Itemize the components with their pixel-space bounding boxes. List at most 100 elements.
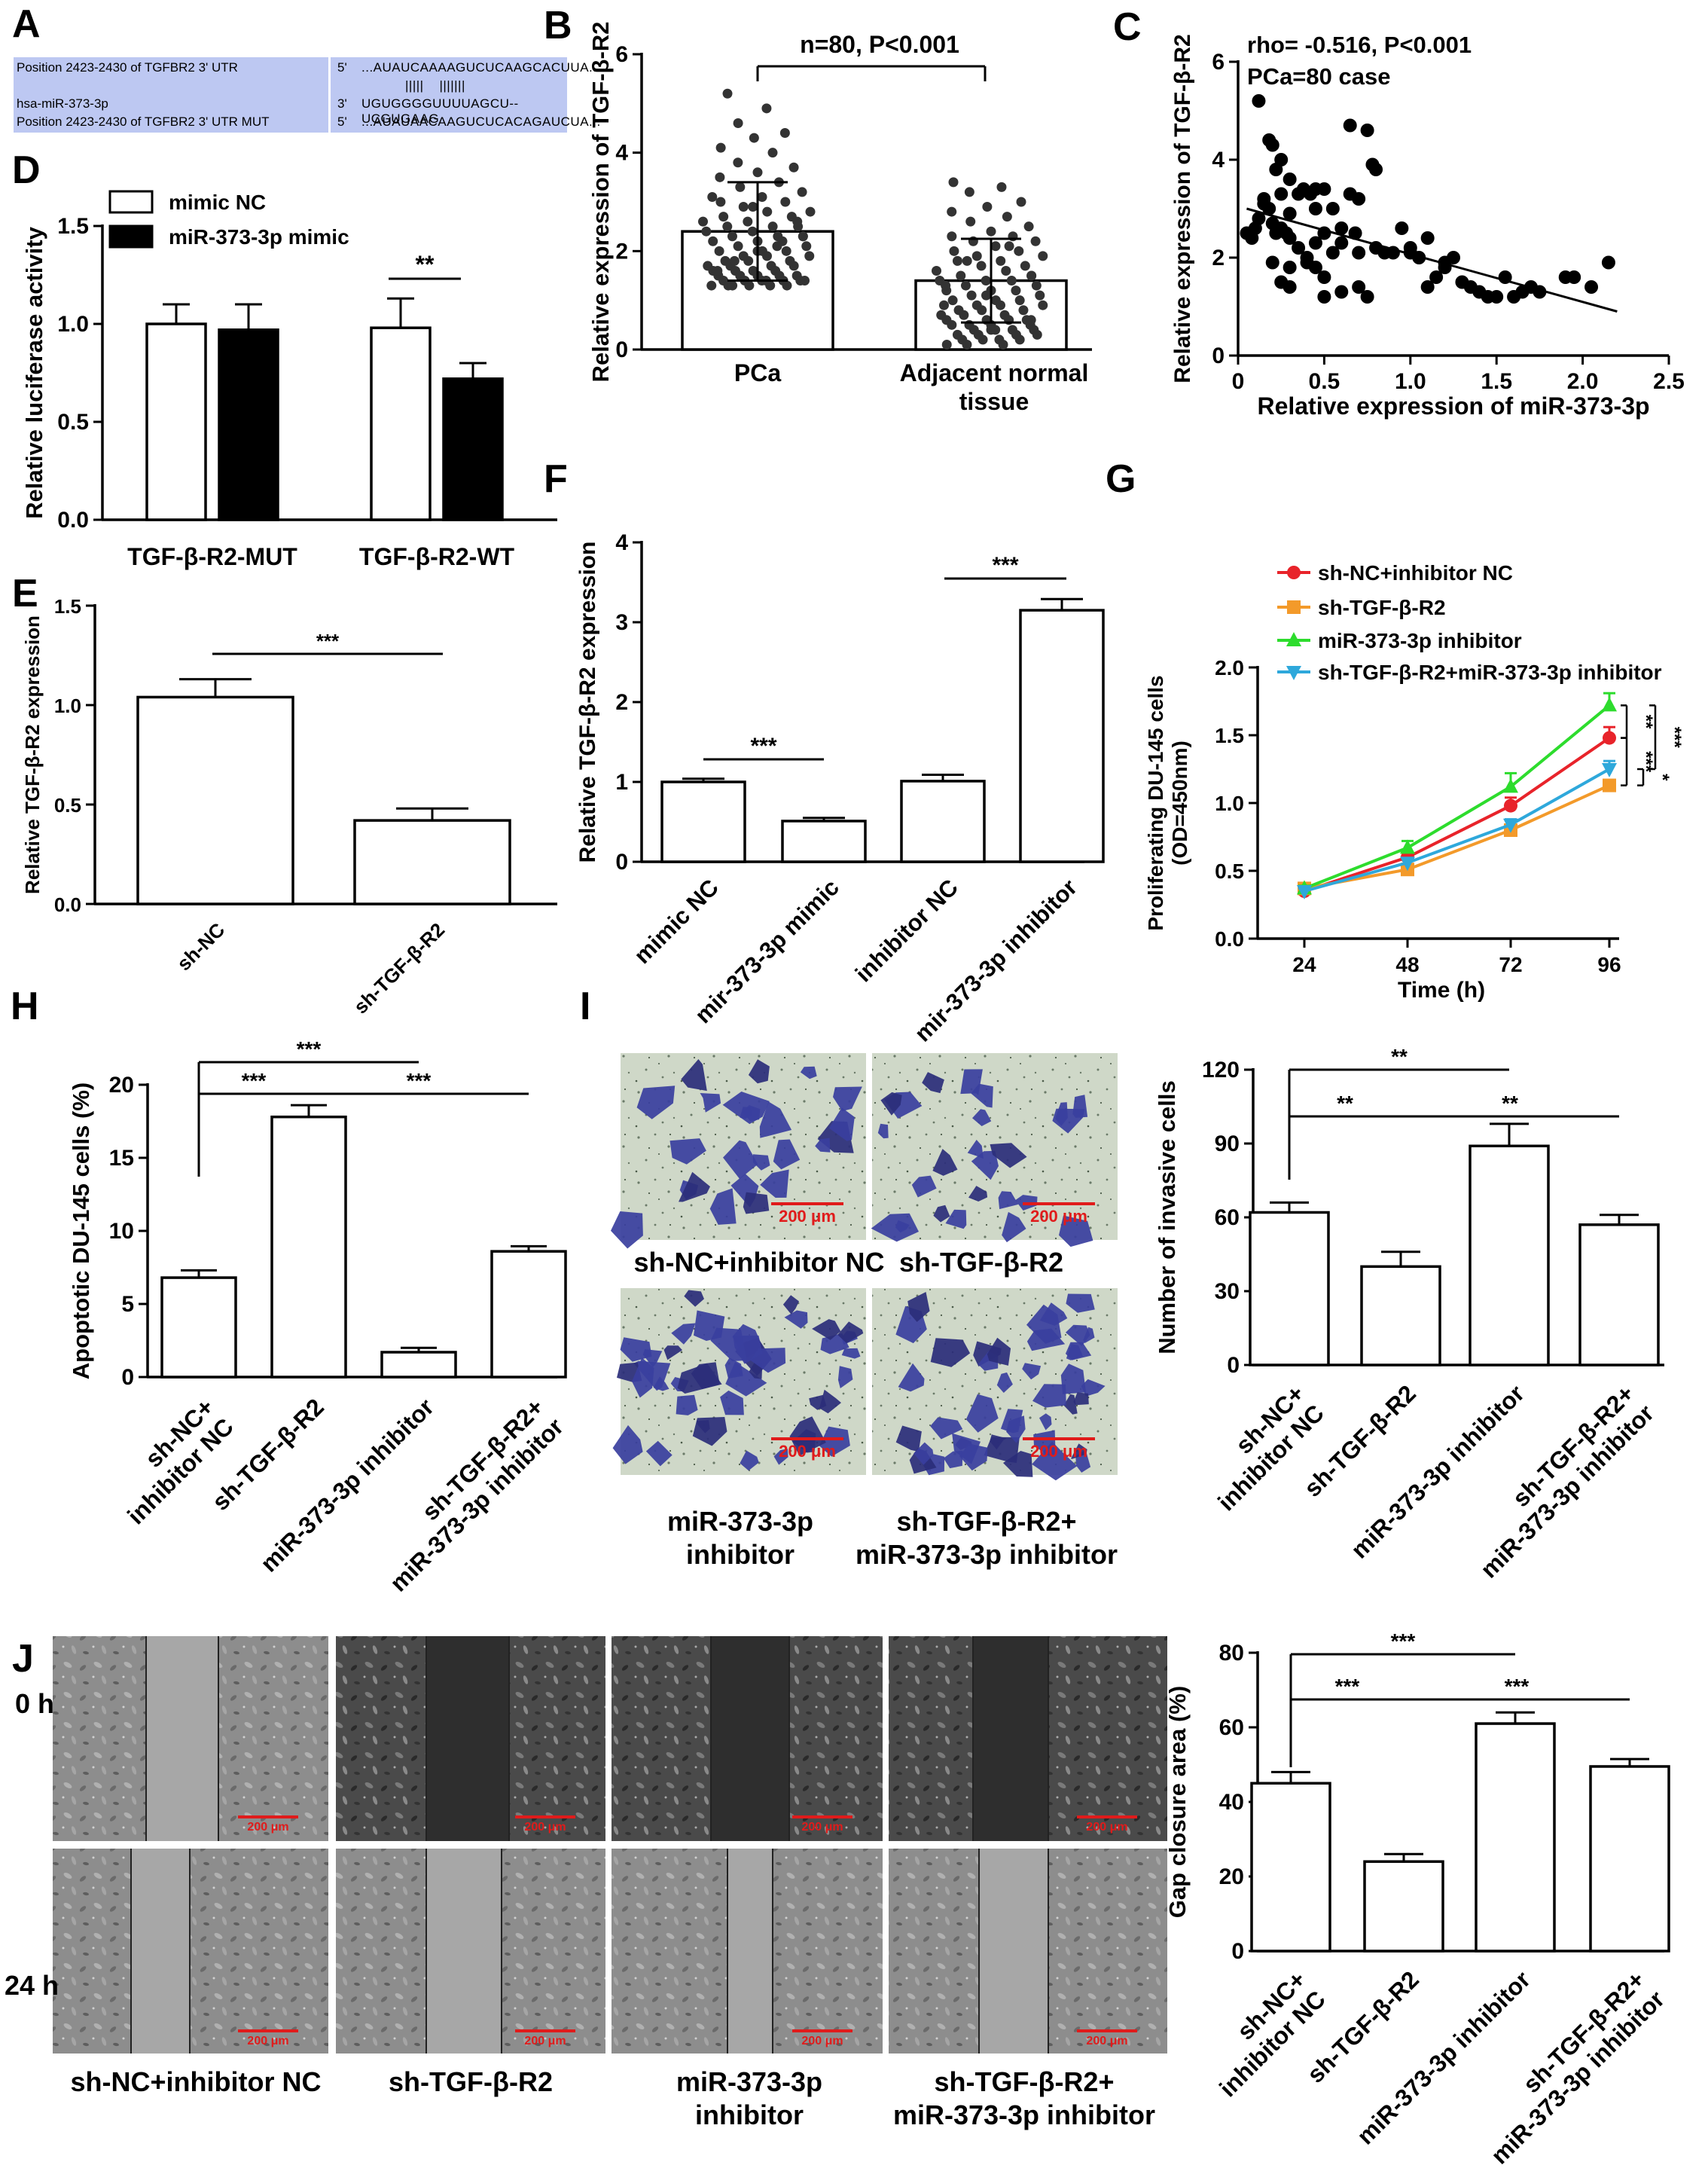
y-tick-label: 2.0	[1215, 656, 1244, 679]
data-point	[1035, 290, 1045, 301]
scratch-gap	[426, 1849, 502, 2053]
alignment-row-name: Position 2423-2430 of TGFBR2 3' UTR	[17, 60, 238, 75]
x-tick-label: 24	[1292, 953, 1316, 976]
data-point	[1265, 255, 1279, 270]
data-point	[1304, 187, 1318, 201]
scale-bar-label: 200 μm	[1030, 1442, 1087, 1461]
data-point	[1429, 270, 1444, 284]
stained-cell	[828, 1107, 855, 1141]
x-tick-label: 48	[1395, 953, 1419, 976]
y-tick-label: 20	[1219, 1864, 1244, 1889]
stained-cell	[945, 1209, 967, 1229]
data-point	[952, 255, 962, 266]
x-tick-label: 2.0	[1567, 369, 1599, 394]
data-point	[757, 191, 767, 202]
stained-cell	[752, 1154, 770, 1171]
stained-cell	[1022, 1363, 1042, 1380]
stained-cell	[636, 1086, 676, 1119]
significance-stars: ***	[242, 1069, 267, 1092]
stained-cell	[967, 1140, 984, 1159]
legend-label: sh-NC+inhibitor NC	[1318, 561, 1513, 585]
data-point	[801, 241, 812, 252]
stained-cell	[898, 1363, 925, 1392]
bar	[900, 780, 986, 863]
y-tick-label: 1	[615, 770, 628, 795]
y-tick-label: 0.0	[54, 893, 81, 916]
annotation-text: n=80, P<0.001	[800, 31, 959, 58]
panel-label-a: A	[12, 2, 41, 46]
bar	[136, 695, 294, 905]
scale-bar-label: 200 μm	[801, 2035, 843, 2047]
invasion-micrograph	[612, 1288, 866, 1475]
data-point	[1403, 241, 1417, 255]
stained-cell	[990, 1143, 1027, 1168]
data-point	[1257, 197, 1271, 211]
stained-cell	[911, 1175, 937, 1198]
x-tick-label: 96	[1597, 953, 1621, 976]
y-axis-label: Relative luciferase activity	[21, 226, 47, 518]
data-point	[948, 177, 959, 188]
microscopy-layer: 200 μm 200 μm 200 μm 200 μm 200 μm 200 μm 200 …	[53, 1053, 1167, 2053]
data-point	[788, 162, 799, 173]
data-point	[965, 216, 976, 227]
data-point	[1325, 246, 1340, 260]
data-point	[1283, 173, 1297, 186]
data-point	[714, 246, 724, 256]
data-point	[1584, 280, 1599, 294]
data-point	[1334, 285, 1349, 299]
data-point	[800, 276, 810, 286]
stained-cell	[709, 1188, 737, 1225]
scale-bar-label: 200 μm	[524, 1821, 566, 1834]
significance-stars: ***	[992, 553, 1018, 578]
bar	[145, 322, 207, 521]
stained-cell	[669, 1138, 706, 1165]
data-point	[1274, 187, 1289, 201]
data-point	[962, 255, 972, 266]
series-marker	[1603, 778, 1616, 792]
data-point	[1038, 251, 1048, 261]
y-tick-label: 4	[615, 530, 628, 555]
data-point	[1420, 231, 1435, 245]
bar	[781, 820, 867, 863]
bar	[1475, 1722, 1556, 1953]
y-tick-label: 1.5	[57, 214, 89, 239]
invasion-caption: sh-NC+inhibitor NC	[633, 1247, 885, 1278]
y-tick-label: 1.0	[54, 695, 81, 717]
stained-cell	[722, 1092, 770, 1125]
data-point	[941, 339, 952, 350]
stained-cell	[1073, 1392, 1089, 1406]
alignment-row-end: 3'	[337, 96, 347, 111]
migration-caption: sh-NC+inhibitor NC	[70, 2066, 322, 2097]
data-point	[798, 231, 808, 242]
invasion-micrograph	[871, 1053, 1118, 1247]
y-tick-label: 120	[1202, 1058, 1240, 1082]
x-tick-label: Adjacent normal tissue	[900, 359, 1089, 415]
data-point	[949, 246, 959, 256]
data-point	[722, 221, 733, 232]
stained-cell	[819, 1426, 850, 1457]
scratch-gap	[979, 1849, 1048, 2053]
data-point	[986, 226, 996, 237]
invasion-micrograph	[611, 1053, 866, 1249]
data-point	[1038, 300, 1048, 310]
significance-stars: **	[1337, 1092, 1353, 1115]
migration-micrograph-0h	[889, 1636, 1167, 1841]
stained-cell	[1032, 1384, 1066, 1408]
scale-bar-label: 200 μm	[779, 1442, 836, 1461]
stained-cell	[676, 1394, 698, 1415]
data-point	[947, 295, 958, 306]
data-point	[1348, 226, 1362, 240]
legend-marker	[1287, 566, 1301, 579]
stained-cell	[740, 1450, 759, 1471]
data-point	[722, 88, 733, 99]
bar	[218, 328, 279, 521]
x-tick-label: PCa	[734, 359, 781, 386]
stained-cell	[653, 1376, 669, 1391]
alignment-row-name: hsa-miR-373-3p	[17, 96, 108, 111]
data-point	[1014, 334, 1025, 345]
data-point	[1317, 182, 1331, 196]
stained-cell	[671, 1323, 696, 1345]
series-marker	[1602, 697, 1617, 712]
migration-caption: sh-TGF-β-R2+ miR-373-3p inhibitor	[892, 2066, 1156, 2130]
stained-cell	[952, 1433, 981, 1464]
